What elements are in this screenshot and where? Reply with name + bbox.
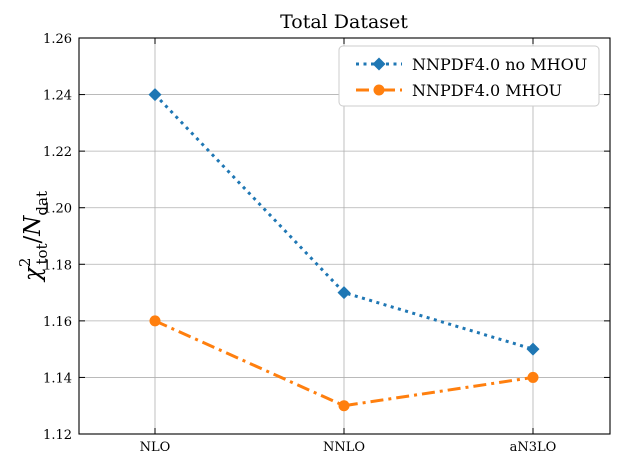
legend-marker-0 bbox=[372, 57, 386, 71]
y-label-n: N bbox=[20, 215, 46, 237]
y-label-sup: 2 bbox=[16, 258, 34, 268]
chart-title: Total Dataset bbox=[280, 11, 408, 33]
data-point-s0-1 bbox=[337, 286, 351, 300]
series-line-0 bbox=[153, 93, 534, 351]
data-point-s0-0 bbox=[148, 88, 162, 102]
data-point-s1-0 bbox=[149, 315, 161, 327]
legend: NNPDF4.0 no MHOU NNPDF4.0 MHOU bbox=[338, 45, 600, 107]
y-tick-label: 1.26 bbox=[43, 32, 72, 47]
legend-label-1: NNPDF4.0 MHOU bbox=[412, 81, 562, 100]
y-tick-label: 1.14 bbox=[43, 371, 72, 386]
y-tick-label: 1.22 bbox=[43, 145, 72, 160]
y-tick-label: 1.16 bbox=[43, 315, 72, 330]
svg-text:χ2tot/Ndat: χ2tot/Ndat bbox=[16, 191, 51, 283]
legend-box bbox=[338, 45, 600, 107]
x-tick-label: aN3LO bbox=[510, 440, 557, 455]
y-tick-label: 1.20 bbox=[43, 202, 72, 217]
y-label-slash: / bbox=[20, 235, 46, 243]
series-layer bbox=[148, 88, 540, 412]
data-point-s1-1 bbox=[338, 400, 350, 412]
data-point-s0-2 bbox=[526, 342, 540, 356]
y-tick-label: 1.24 bbox=[43, 89, 72, 104]
x-tick-label: NLO bbox=[140, 440, 171, 455]
y-label-chi: χ bbox=[20, 265, 46, 283]
legend-marker-1 bbox=[373, 84, 385, 96]
y-label-sub: tot bbox=[33, 243, 51, 264]
legend-label-0: NNPDF4.0 no MHOU bbox=[412, 55, 587, 74]
data-point-s1-2 bbox=[527, 371, 539, 383]
axis-ticks: 1.12 1.14 1.16 1.18 1.20 1.22 1.24 1.26 NLO NNLO a… bbox=[43, 32, 610, 455]
x-tick-label: NNLO bbox=[323, 440, 365, 455]
y-label-nsub: dat bbox=[33, 191, 51, 216]
y-tick-label: 1.12 bbox=[43, 428, 72, 443]
y-tick-label: 1.18 bbox=[43, 258, 72, 273]
y-axis-label: χ2tot/Ndat bbox=[16, 191, 51, 283]
